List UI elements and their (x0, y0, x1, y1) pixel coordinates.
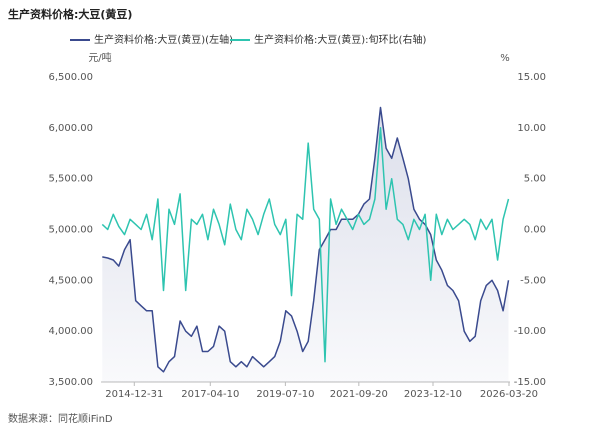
source: 数据来源：同花顺iFinD (8, 412, 113, 425)
area (102, 107, 509, 382)
y2-tick-label: 15.00 (517, 72, 546, 83)
x-tick-label: 2026-03-20 (480, 389, 538, 400)
y2-tick-label: 5.00 (524, 174, 546, 185)
line (101, 127, 510, 363)
y-tick-label: 5,000.00 (48, 225, 93, 236)
y2-tick-label: -15.00 (514, 377, 546, 388)
y2-tick-label: 10.00 (517, 123, 546, 134)
y-axis-unit: 元/吨 (88, 51, 111, 64)
x-tick-label: 2023-12-10 (404, 389, 462, 400)
legend-label: 生产资料价格:大豆(黄豆)(左轴) (94, 33, 233, 46)
y-tick-label: 4,500.00 (48, 275, 93, 286)
line (102, 106, 510, 373)
chart-title: 生产资料价格:大豆(黄豆) (8, 7, 132, 21)
y-tick-label: 4,000.00 (48, 326, 93, 337)
y-tick-label: 6,500.00 (48, 72, 93, 83)
x-tick-label: 2021-09-20 (330, 389, 388, 400)
y2-tick-label: -5.00 (520, 275, 546, 286)
legend-label: 生产资料价格:大豆(黄豆):旬环比(右轴) (254, 33, 426, 46)
x-tick-label: 2014-12-31 (105, 389, 163, 400)
x-tick-label: 2019-07-10 (256, 389, 314, 400)
y2-tick-label: -10.00 (514, 326, 546, 337)
y-tick-label: 5,500.00 (48, 174, 93, 185)
y2-tick-label: 0.00 (524, 225, 546, 236)
y-tick-label: 3,500.00 (48, 377, 93, 388)
y-tick-label: 6,000.00 (48, 123, 93, 134)
y2-axis-unit: % (500, 53, 510, 64)
x-tick-label: 2017-04-10 (181, 389, 239, 400)
